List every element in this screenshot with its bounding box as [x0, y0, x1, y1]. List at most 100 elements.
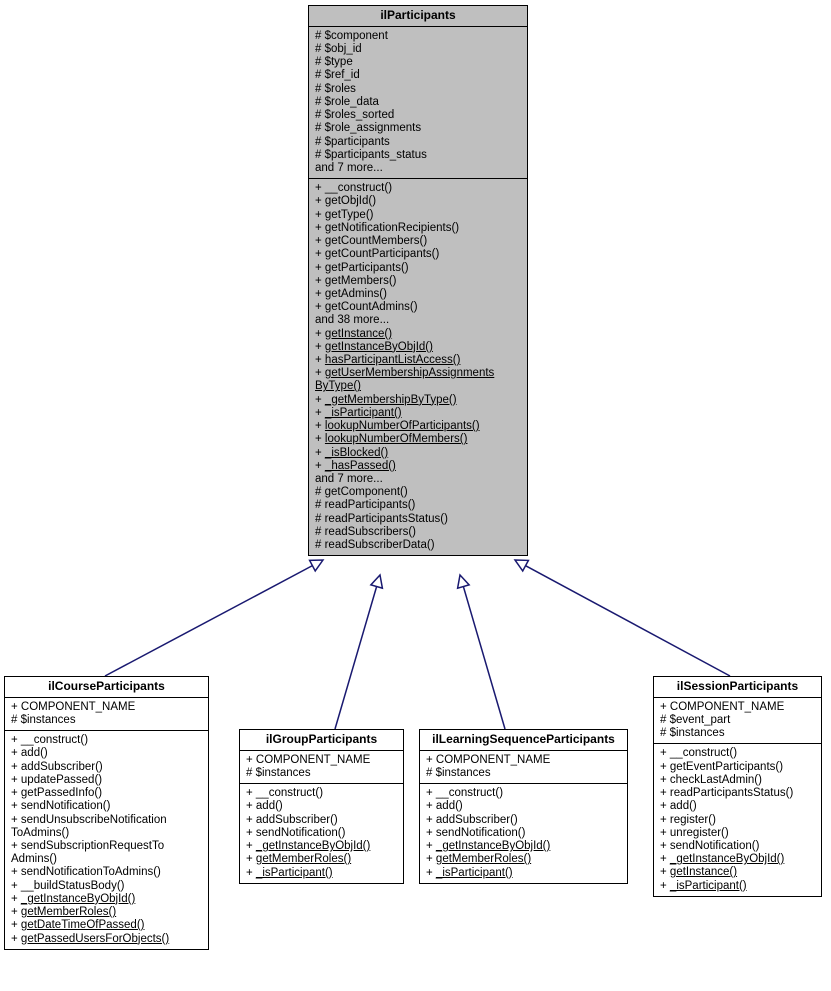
- method-line: + sendNotification(): [11, 800, 202, 813]
- method-line: and 38 more...: [315, 314, 521, 327]
- method-line: + register(): [660, 814, 815, 827]
- attribute-line: # $instances: [11, 714, 202, 727]
- attribute-line: # $role_data: [315, 96, 521, 109]
- method-line: + getInstanceByObjId(): [315, 341, 521, 354]
- method-line: + sendNotification(): [246, 827, 397, 840]
- methods-section: + __construct()+ getObjId()+ getType()+ …: [309, 179, 527, 555]
- method-line: + add(): [246, 800, 397, 813]
- method-line: # readSubscribers(): [315, 526, 521, 539]
- method-line: + getEventParticipants(): [660, 761, 815, 774]
- method-line: + checkLastAdmin(): [660, 774, 815, 787]
- method-line: + unregister(): [660, 827, 815, 840]
- method-line: + getCountAdmins(): [315, 301, 521, 314]
- attribute-line: + COMPONENT_NAME: [11, 701, 202, 714]
- attribute-line: # $role_assignments: [315, 122, 521, 135]
- method-line: + __construct(): [426, 787, 621, 800]
- method-line: + sendNotification(): [660, 840, 815, 853]
- method-line: + _hasPassed(): [315, 460, 521, 473]
- attribute-line: # $ref_id: [315, 69, 521, 82]
- method-line: + getMemberRoles(): [246, 853, 397, 866]
- attribute-line: # $obj_id: [315, 43, 521, 56]
- method-line: + add(): [11, 747, 202, 760]
- methods-section: + __construct()+ getEventParticipants()+…: [654, 744, 821, 895]
- method-line: + __construct(): [11, 734, 202, 747]
- method-line: + getPassedUsersForObjects(): [11, 933, 202, 946]
- method-line: + getNotificationRecipients(): [315, 222, 521, 235]
- attributes-section: + COMPONENT_NAME# $instances: [420, 751, 627, 784]
- attribute-line: # $participants: [315, 136, 521, 149]
- method-line: + addSubscriber(): [11, 761, 202, 774]
- method-line: # readParticipantsStatus(): [315, 513, 521, 526]
- method-line: + readParticipantsStatus(): [660, 787, 815, 800]
- method-line: and 7 more...: [315, 473, 521, 486]
- attribute-line: # $roles_sorted: [315, 109, 521, 122]
- attribute-line: + COMPONENT_NAME: [246, 754, 397, 767]
- method-line: + getMemberRoles(): [426, 853, 621, 866]
- method-line: + _getInstanceByObjId(): [426, 840, 621, 853]
- uml-class-ilGroupParticipants: ilGroupParticipants+ COMPONENT_NAME# $in…: [239, 729, 404, 884]
- method-line: + _isParticipant(): [315, 407, 521, 420]
- method-line: + __construct(): [315, 182, 521, 195]
- method-line: # readSubscriberData(): [315, 539, 521, 552]
- class-title: ilLearningSequenceParticipants: [420, 730, 627, 751]
- method-line: + _getInstanceByObjId(): [11, 893, 202, 906]
- class-title: ilSessionParticipants: [654, 677, 821, 698]
- method-line: + sendNotificationToAdmins(): [11, 866, 202, 879]
- method-line: + lookupNumberOfMembers(): [315, 433, 521, 446]
- attribute-line: # $instances: [660, 727, 815, 740]
- method-line: + lookupNumberOfParticipants(): [315, 420, 521, 433]
- attributes-section: + COMPONENT_NAME# $instances: [240, 751, 403, 784]
- method-line: # readParticipants(): [315, 499, 521, 512]
- methods-section: + __construct()+ add()+ addSubscriber()+…: [240, 784, 403, 883]
- method-line: + getCountParticipants(): [315, 248, 521, 261]
- uml-class-ilParticipants: ilParticipants# $component# $obj_id# $ty…: [308, 5, 528, 556]
- methods-section: + __construct()+ add()+ addSubscriber()+…: [420, 784, 627, 883]
- attribute-line: # $roles: [315, 83, 521, 96]
- method-line: + _getInstanceByObjId(): [246, 840, 397, 853]
- method-line: Admins(): [11, 853, 202, 866]
- uml-class-ilSessionParticipants: ilSessionParticipants+ COMPONENT_NAME# $…: [653, 676, 822, 897]
- method-line: + getObjId(): [315, 195, 521, 208]
- attributes-section: + COMPONENT_NAME# $event_part# $instance…: [654, 698, 821, 745]
- method-line: + add(): [660, 800, 815, 813]
- attribute-line: and 7 more...: [315, 162, 521, 175]
- method-line: + __construct(): [660, 747, 815, 760]
- method-line: + _isParticipant(): [246, 867, 397, 880]
- uml-class-ilCourseParticipants: ilCourseParticipants + COMPONENT_NAME# $i…: [4, 676, 209, 950]
- method-line: + addSubscriber(): [426, 814, 621, 827]
- method-line: + sendUnsubscribeNotification: [11, 814, 202, 827]
- method-line: + getDateTimeOfPassed(): [11, 919, 202, 932]
- method-line: + getAdmins(): [315, 288, 521, 301]
- method-line: + getMembers(): [315, 275, 521, 288]
- method-line: + __construct(): [246, 787, 397, 800]
- method-line: + hasParticipantListAccess(): [315, 354, 521, 367]
- attribute-line: + COMPONENT_NAME: [660, 701, 815, 714]
- method-line: ByType(): [315, 380, 521, 393]
- method-line: + getParticipants(): [315, 262, 521, 275]
- method-line: + getUserMembershipAssignments: [315, 367, 521, 380]
- class-title: ilCourseParticipants: [5, 677, 208, 698]
- method-line: + _isParticipant(): [660, 880, 815, 893]
- attribute-line: + COMPONENT_NAME: [426, 754, 621, 767]
- method-line: + _getInstanceByObjId(): [660, 853, 815, 866]
- method-line: + getPassedInfo(): [11, 787, 202, 800]
- attribute-line: # $instances: [426, 767, 621, 780]
- attribute-line: # $type: [315, 56, 521, 69]
- method-line: + _isParticipant(): [426, 867, 621, 880]
- method-line: + addSubscriber(): [246, 814, 397, 827]
- method-line: + getInstance(): [660, 866, 815, 879]
- uml-class-ilLearningSequenceParticipants: ilLearningSequenceParticipants+ COMPONEN…: [419, 729, 628, 884]
- attribute-line: # $participants_status: [315, 149, 521, 162]
- method-line: + getType(): [315, 209, 521, 222]
- attribute-line: # $instances: [246, 767, 397, 780]
- method-line: + updatePassed(): [11, 774, 202, 787]
- method-line: + __buildStatusBody(): [11, 880, 202, 893]
- method-line: + _getMembershipByType(): [315, 394, 521, 407]
- methods-section: + __construct()+ add()+ addSubscriber()+…: [5, 731, 208, 949]
- attributes-section: # $component# $obj_id# $type# $ref_id# $…: [309, 27, 527, 179]
- method-line: ToAdmins(): [11, 827, 202, 840]
- method-line: + getCountMembers(): [315, 235, 521, 248]
- attribute-line: # $component: [315, 30, 521, 43]
- class-title: ilGroupParticipants: [240, 730, 403, 751]
- method-line: + getMemberRoles(): [11, 906, 202, 919]
